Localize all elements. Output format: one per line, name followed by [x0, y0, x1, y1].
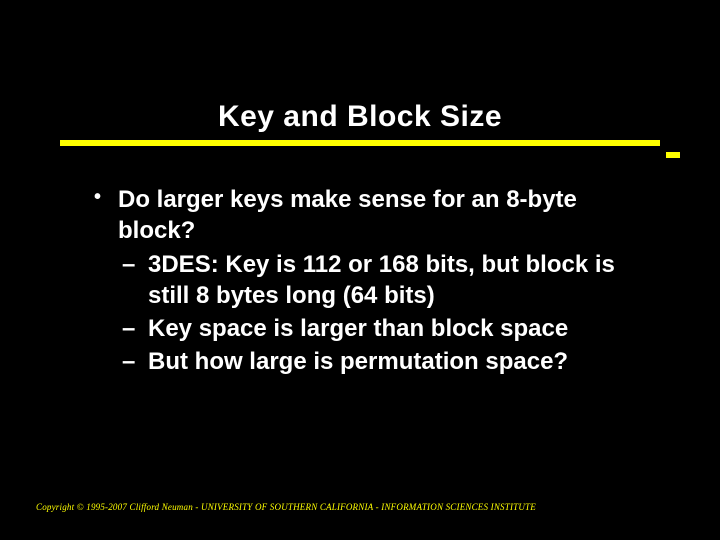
content-area: Do larger keys make sense for an 8-byte …	[90, 185, 650, 379]
slide: Key and Block Size Do larger keys make s…	[0, 0, 720, 540]
underline-bar	[60, 140, 660, 146]
slide-title: Key and Block Size	[0, 100, 720, 134]
bullet-level2: 3DES: Key is 112 or 168 bits, but block …	[90, 250, 650, 311]
title-container: Key and Block Size	[0, 100, 720, 134]
bullet-level2: But how large is permutation space?	[90, 347, 650, 378]
bullet-level1: Do larger keys make sense for an 8-byte …	[90, 185, 650, 246]
bullet-level2: Key space is larger than block space	[90, 314, 650, 345]
title-underline	[60, 140, 660, 146]
copyright-footer: Copyright © 1995-2007 Clifford Neuman - …	[36, 502, 536, 512]
underline-tick	[666, 152, 680, 158]
